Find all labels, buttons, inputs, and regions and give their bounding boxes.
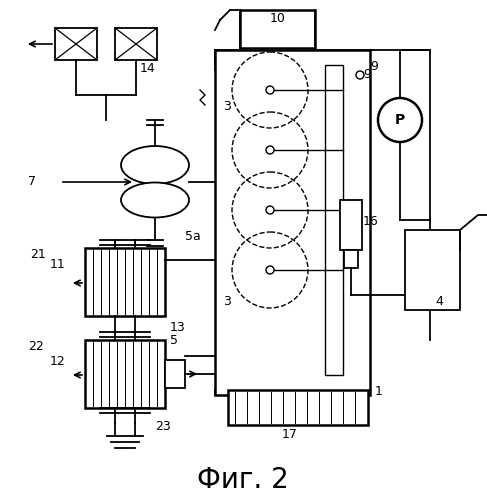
- Bar: [165, 360, 185, 388]
- Text: 7: 7: [28, 175, 36, 188]
- Text: 23: 23: [155, 420, 171, 433]
- Bar: [228, 390, 368, 425]
- Text: 21: 21: [30, 248, 46, 261]
- Text: 5: 5: [170, 334, 178, 347]
- Text: 9: 9: [363, 68, 371, 81]
- Text: 3: 3: [223, 100, 231, 113]
- Circle shape: [266, 266, 274, 274]
- Bar: [55, 28, 97, 60]
- Circle shape: [356, 71, 364, 79]
- Text: 10: 10: [270, 12, 286, 25]
- Text: P: P: [395, 113, 405, 127]
- Text: 16: 16: [363, 215, 379, 228]
- Bar: [85, 248, 165, 316]
- Bar: [340, 200, 362, 250]
- Text: 1: 1: [375, 385, 383, 398]
- Text: 3: 3: [223, 295, 231, 308]
- Ellipse shape: [121, 146, 189, 184]
- Circle shape: [266, 86, 274, 94]
- Circle shape: [266, 146, 274, 154]
- Bar: [115, 28, 157, 60]
- Circle shape: [378, 98, 422, 142]
- Bar: [405, 230, 460, 310]
- Text: Фиг. 2: Фиг. 2: [197, 466, 289, 494]
- Text: 11: 11: [50, 258, 66, 271]
- Bar: [325, 65, 343, 375]
- Text: 12: 12: [50, 355, 66, 368]
- Text: 9: 9: [370, 60, 378, 73]
- Bar: [240, 10, 315, 48]
- Ellipse shape: [121, 182, 189, 218]
- Text: 17: 17: [282, 428, 298, 441]
- Text: 13: 13: [170, 321, 186, 334]
- Circle shape: [266, 206, 274, 214]
- Bar: [344, 250, 358, 268]
- Bar: [215, 50, 370, 395]
- Text: 5a: 5a: [185, 230, 201, 243]
- Text: 22: 22: [28, 340, 44, 353]
- Text: 14: 14: [140, 62, 156, 75]
- Text: 4: 4: [435, 295, 443, 308]
- Bar: [85, 340, 165, 408]
